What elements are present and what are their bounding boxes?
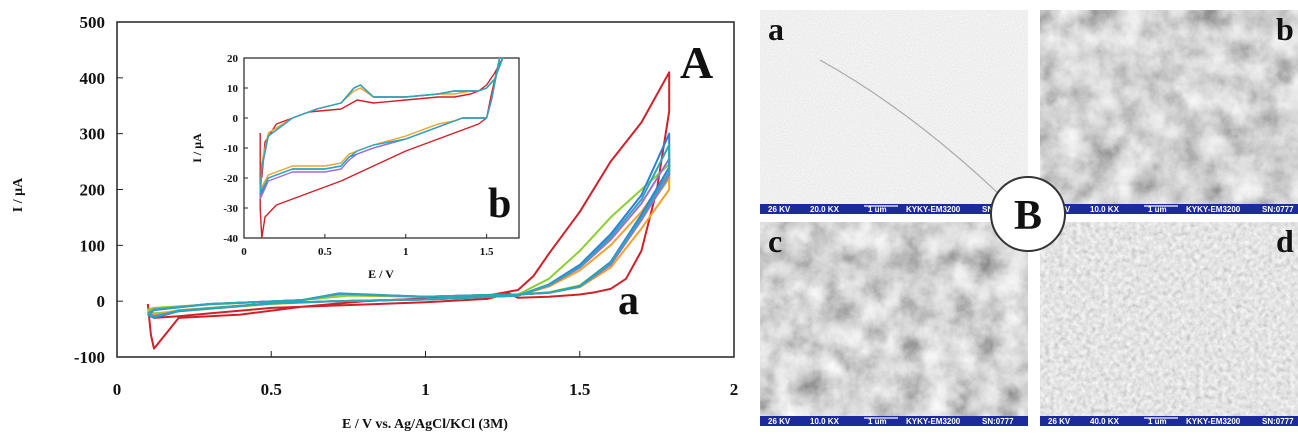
sem-image-panel: 26 KV 20.0 KX 1 um KYKY-EM3200 SN: a 26 KV 10.0…: [760, 10, 1298, 426]
main-x-tick-label: 0.5: [261, 380, 282, 399]
sem-images: 26 KV 20.0 KX 1 um KYKY-EM3200 SN: a 26 KV 10.0…: [760, 10, 1298, 426]
inset-x-tick-label: 1: [403, 246, 409, 258]
main-x-tick-label: 1: [421, 380, 430, 399]
main-series-group: [146, 71, 671, 350]
sem-info-bar: [1040, 204, 1298, 214]
inset-plot-frame: [243, 57, 520, 239]
main-y-tick-label: 100: [80, 236, 106, 255]
main-y-axis-label: I / μA: [11, 177, 26, 212]
inset-series-group: [259, 57, 504, 239]
sem-info-mag: 40.0 KX: [1090, 417, 1120, 426]
inset-y-tick-label: -30: [223, 203, 238, 215]
panel-label-B: B: [1014, 193, 1042, 239]
sem-info-mag: 10.0 KX: [1090, 205, 1120, 214]
inset-x-axis-label: E / V: [368, 267, 394, 281]
sem-info-model: KYKY-EM3200: [1186, 417, 1241, 426]
main-y-tick-label: 200: [80, 180, 106, 199]
inset-series-line-4: [259, 57, 504, 194]
main-x-tick-label: 2: [730, 380, 739, 399]
inset-y-tick-label: -20: [223, 173, 238, 185]
curve-label-a: a: [618, 278, 639, 324]
inset-x-tick-label: 0.5: [318, 246, 332, 258]
sem-info-model: KYKY-EM3200: [1186, 205, 1241, 214]
sem-info-kv: 26 KV: [768, 417, 791, 426]
panel-label-B-circle: [990, 176, 1066, 252]
main-y-tick-label: -100: [74, 348, 105, 367]
main-x-axis-label: E / V vs. Ag/AgCl/KCl (3M): [342, 417, 508, 432]
inset-y-axis-label: I / μA: [190, 133, 204, 163]
sem-info-model: KYKY-EM3200: [906, 205, 961, 214]
sem-micrograph: [760, 222, 1028, 416]
sem-info-bar: [760, 416, 1028, 426]
sem-info-sn: SN:: [982, 205, 996, 214]
main-x-tick-label: 1.5: [569, 380, 590, 399]
sem-image-letter: d: [1276, 223, 1294, 259]
main-y-tick-label: 300: [80, 125, 106, 144]
sem-info-kv: 26 KV: [768, 205, 791, 214]
sem-info-sn: SN:0777: [1262, 205, 1294, 214]
main-y-tick-label: 0: [97, 292, 106, 311]
sem-info-mag: 10.0 KX: [810, 417, 840, 426]
inset-x-tick-label: 0: [241, 246, 247, 258]
main-y-tick-label: 400: [80, 69, 106, 88]
sem-image-letter: a: [768, 11, 784, 47]
sem-info-model: KYKY-EM3200: [906, 417, 961, 426]
sem-image-d: 26 KV 40.0 KX 1 um KYKY-EM3200 SN:0777 d: [1040, 222, 1298, 426]
panel-label-A: A: [680, 37, 713, 88]
sem-image-letter: b: [1276, 11, 1294, 47]
inset-axis-ticks: 0 0.5 1 1.5 -40 -30 -20 -10 0 10 20: [223, 53, 494, 258]
inset-y-tick-label: 0: [233, 113, 239, 125]
sem-image-a: 26 KV 20.0 KX 1 um KYKY-EM3200 SN: a: [760, 10, 1028, 214]
sem-image-c: 26 KV 10.0 KX 1 um KYKY-EM3200 SN:0777 c: [760, 222, 1028, 426]
inset-x-tick-label: 1.5: [480, 246, 494, 258]
sem-info-scale: 1 um: [868, 205, 887, 214]
sem-info-bar: [760, 204, 1028, 214]
main-x-tick-label: 0: [113, 380, 122, 399]
sem-scratch: [819, 59, 1001, 196]
cv-chart-inset: 0 0.5 1 1.5 -40 -30 -20 -10 0 10 20 E / V I / μA b: [190, 53, 520, 281]
sem-info-kv: 26 KV: [1048, 417, 1071, 426]
inset-label-b: b: [488, 181, 511, 227]
sem-info-sn: SN:0777: [1262, 417, 1294, 426]
sem-info-mag: 20.0 KX: [810, 205, 840, 214]
sem-info-sn: SN:0777: [982, 417, 1014, 426]
inset-y-tick-label: -10: [223, 143, 238, 155]
sem-info-bar: [1040, 416, 1298, 426]
sem-info-scale: 1 um: [1148, 417, 1167, 426]
main-series-line-5: [147, 143, 671, 318]
main-y-tick-label: 500: [80, 13, 106, 32]
inset-y-tick-label: 20: [227, 53, 239, 65]
sem-image-letter: c: [768, 223, 782, 259]
inset-y-tick-label: 10: [227, 83, 239, 95]
sem-micrograph: [1040, 10, 1298, 204]
sem-info-scale: 1 um: [1148, 205, 1167, 214]
inset-y-tick-label: -40: [223, 233, 238, 245]
sem-micrograph: [1040, 222, 1298, 416]
sem-info-scale: 1 um: [868, 417, 887, 426]
